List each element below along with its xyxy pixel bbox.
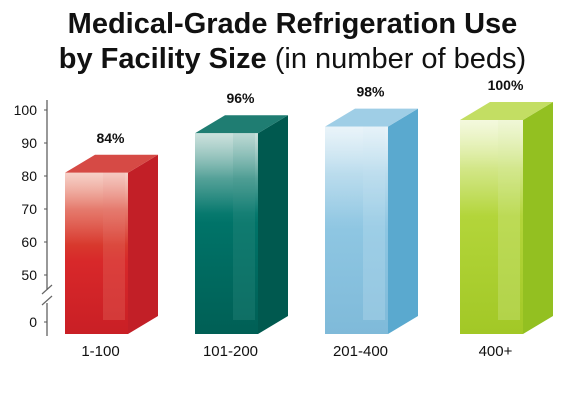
chart-subtitle-bold: by Facility Size [58,43,267,75]
axis-break-mark [41,295,53,306]
category-label: 201-400 [333,343,388,360]
value-label: 84% [96,130,125,146]
bar-gloss [65,172,128,246]
category-label: 400+ [479,343,513,360]
bar-top-face [65,154,158,173]
y-tick-label: 70 [21,201,37,217]
bar-side-face [523,102,553,334]
chart-subtitle: by Facility Size (in number of beds) [0,45,585,74]
bar-side-face [388,108,418,334]
y-tick-label: 100 [14,102,38,118]
category-label: 1-100 [81,343,119,360]
bar-1-100 [65,154,158,334]
chart-title: Medical-Grade Refrigeration Use [67,8,518,40]
y-tick-label: 60 [21,234,37,250]
bar-gloss [460,120,523,217]
bar-top-face [195,115,288,134]
bar-201-400 [325,108,418,334]
value-label: 96% [226,90,255,106]
bar-side-face [258,115,288,334]
y-tick-label: 0 [29,314,37,330]
value-label: 100% [488,77,524,93]
bar-gloss [195,133,258,224]
bar-top-face [460,102,553,120]
bar-400+ [460,102,553,334]
axis-break-mark [41,284,53,295]
category-label: 101-200 [203,343,258,360]
y-tick-label: 50 [21,267,37,283]
value-label: 98% [356,84,385,100]
bar-101-200 [195,115,288,334]
bar-top-face [325,108,418,127]
bar-gloss [325,126,388,220]
y-tick-label: 80 [21,168,37,184]
y-tick-label: 90 [21,135,37,151]
bar-side-face [128,154,158,334]
chart-subtitle-unit: (in number of beds) [274,43,527,75]
